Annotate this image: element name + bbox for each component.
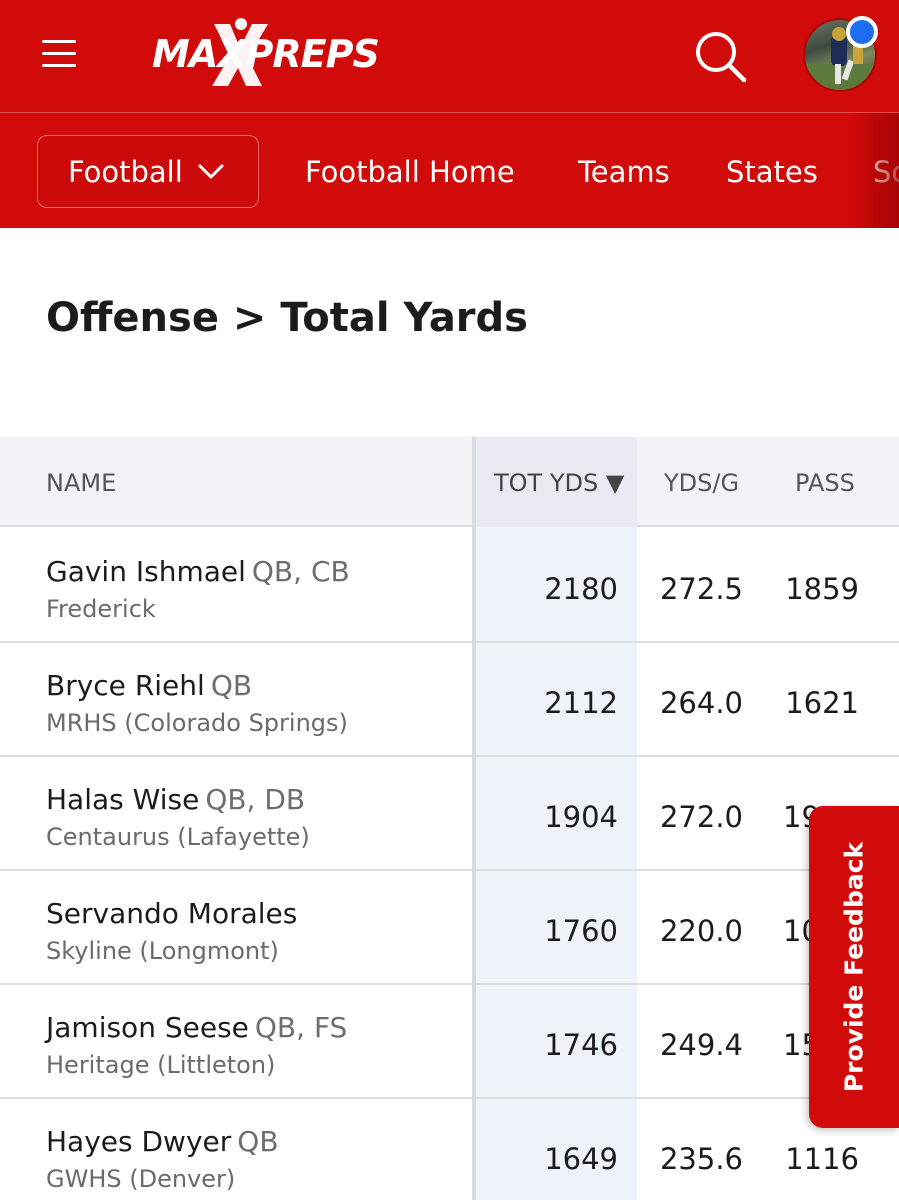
column-header-yds-g[interactable]: YDS/G	[664, 469, 740, 497]
user-avatar[interactable]	[803, 18, 877, 92]
sport-selector[interactable]: Football	[37, 135, 259, 208]
tot-yds-value: 2180	[544, 572, 618, 606]
hamburger-menu-icon[interactable]	[42, 40, 76, 68]
yds-g-value: 272.0	[659, 800, 743, 834]
column-header-tot-yds[interactable]: TOT YDS ▼	[494, 469, 625, 497]
sticky-column-divider	[472, 437, 476, 1200]
tot-yds-value: 1760	[544, 914, 618, 948]
player-name[interactable]: Jamison Seese QB, FS	[46, 1011, 348, 1044]
table-header: NAME TOT YDS ▼ YDS/G PASS	[0, 437, 899, 527]
player-position: QB	[237, 1125, 279, 1158]
player-position: QB, CB	[251, 555, 350, 588]
tot-yds-value: 1904	[544, 800, 618, 834]
logo-x-mark	[212, 18, 268, 86]
row-divider	[0, 641, 899, 643]
player-position: QB, FS	[254, 1011, 348, 1044]
player-name[interactable]: Halas Wise QB, DB	[46, 783, 306, 816]
player-school: MRHS (Colorado Springs)	[46, 709, 348, 737]
table-row[interactable]: Bryce Riehl QB MRHS (Colorado Springs) 21…	[0, 643, 899, 757]
row-divider	[0, 1097, 899, 1099]
player-school: Skyline (Longmont)	[46, 937, 279, 965]
player-position: QB	[210, 669, 253, 702]
pass-value: 1116	[785, 1142, 859, 1176]
chevron-down-icon	[198, 164, 224, 178]
table-row[interactable]: Jamison Seese QB, FS Heritage (Littleton)…	[0, 985, 899, 1099]
nav-teams[interactable]: Teams	[578, 155, 670, 189]
sorted-column-highlight	[476, 437, 637, 1200]
table-row[interactable]: Halas Wise QB, DB Centaurus (Lafayette) 1…	[0, 757, 899, 871]
tot-yds-value: 1746	[544, 1028, 618, 1062]
notification-dot	[846, 16, 878, 48]
top-bar: MAXPREPS	[0, 0, 899, 112]
tot-yds-value: 2112	[544, 686, 618, 720]
sorted-column-header-bg	[476, 437, 637, 527]
logo-wordmark: MAXPREPS	[152, 32, 380, 76]
table-row[interactable]: Servando Morales Skyline (Longmont) 1760…	[0, 871, 899, 985]
column-header-name[interactable]: NAME	[46, 469, 117, 497]
player-name[interactable]: Gavin Ishmael QB, CB	[46, 555, 350, 588]
nav-scroll-fade	[849, 113, 899, 228]
yds-g-value: 264.0	[659, 686, 743, 720]
player-position: QB, DB	[205, 783, 306, 816]
sport-subnav: Football Football Home Teams States Sc	[0, 112, 899, 228]
yds-g-value: 249.4	[659, 1028, 743, 1062]
search-icon[interactable]	[692, 28, 748, 84]
player-school: Heritage (Littleton)	[46, 1051, 276, 1079]
yds-g-value: 272.5	[659, 572, 743, 606]
tot-yds-value: 1649	[544, 1142, 618, 1176]
row-divider	[0, 983, 899, 985]
sport-selector-label: Football	[68, 154, 183, 189]
page-title: Offense > Total Yards	[46, 295, 528, 341]
table-row[interactable]: Hayes Dwyer QB GWHS (Denver) 1649 235.6 1…	[0, 1099, 899, 1200]
nav-football-home[interactable]: Football Home	[305, 155, 515, 189]
player-school: Centaurus (Lafayette)	[46, 823, 310, 851]
provide-feedback-button[interactable]: Provide Feedback	[809, 806, 899, 1128]
maxpreps-logo[interactable]: MAXPREPS	[152, 18, 380, 88]
player-name[interactable]: Hayes Dwyer QB	[46, 1125, 279, 1158]
player-name[interactable]: Servando Morales	[46, 897, 298, 930]
row-divider	[0, 869, 899, 871]
table-row[interactable]: Gavin Ishmael QB, CB Frederick 2180 272.5…	[0, 529, 899, 643]
player-school: GWHS (Denver)	[46, 1165, 236, 1193]
player-name[interactable]: Bryce Riehl QB	[46, 669, 253, 702]
nav-states[interactable]: States	[726, 155, 818, 189]
feedback-label: Provide Feedback	[839, 841, 869, 1093]
row-divider	[0, 755, 899, 757]
pass-value: 1859	[785, 572, 859, 606]
yds-g-value: 220.0	[659, 914, 743, 948]
pass-value: 1621	[785, 686, 859, 720]
column-header-pass[interactable]: PASS	[795, 469, 855, 497]
player-school: Frederick	[46, 595, 156, 623]
yds-g-value: 235.6	[659, 1142, 743, 1176]
